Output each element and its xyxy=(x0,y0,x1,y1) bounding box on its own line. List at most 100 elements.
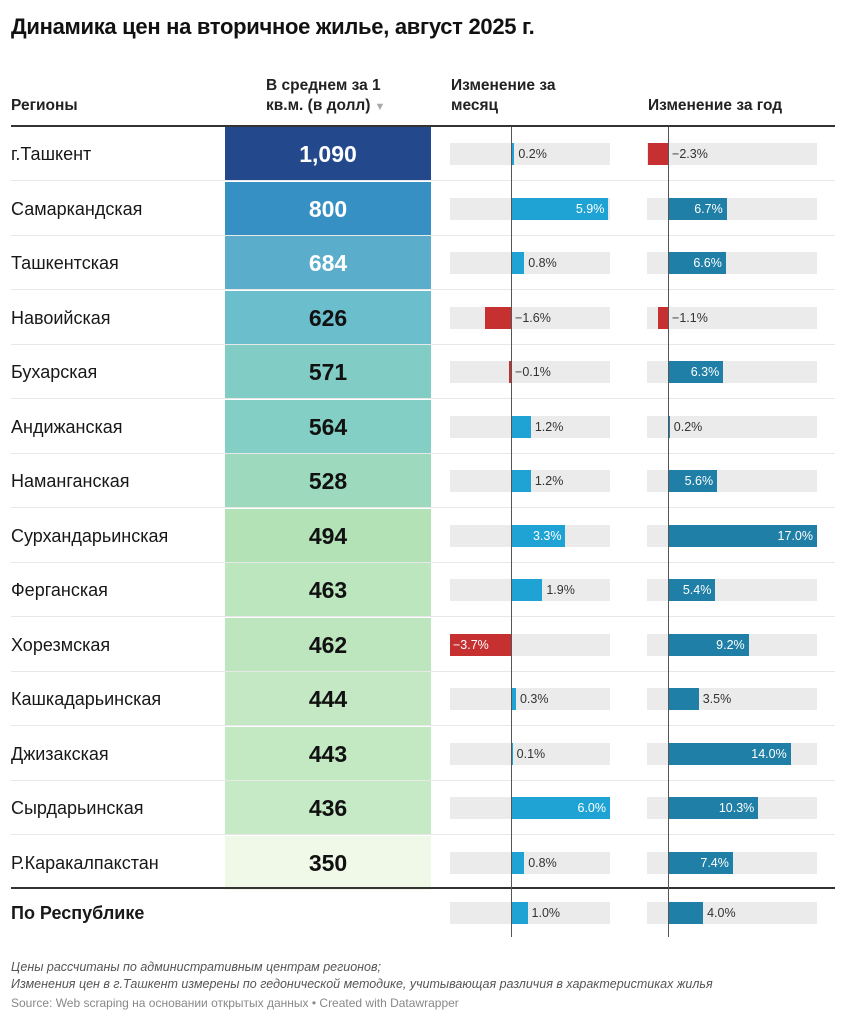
year-change-bar xyxy=(647,143,669,165)
year-change-bar xyxy=(668,742,791,765)
month-change-bar xyxy=(511,197,609,220)
price-cell: 1,090 xyxy=(225,127,431,181)
total-year-change-bar xyxy=(668,902,704,924)
region-name: Сурхандарьинская xyxy=(11,525,169,546)
month-change-bar xyxy=(511,579,543,601)
year-change-bar xyxy=(668,470,718,492)
table-row: Бухарская 571 −0.1% 6.3% xyxy=(11,345,835,399)
table-row: Сырдарьинская 436 6.0% 10.3% xyxy=(11,781,835,835)
month-change-bar xyxy=(511,851,525,874)
row-separator xyxy=(11,180,835,181)
total-month-change-bar-background xyxy=(450,902,610,924)
year-zero-line xyxy=(668,127,670,937)
total-divider xyxy=(11,887,835,889)
year-change-value-label: 6.6% xyxy=(693,256,722,270)
year-change-value-label: 6.7% xyxy=(694,201,723,216)
month-change-bar-background xyxy=(450,742,610,765)
month-change-value-label: 6.0% xyxy=(577,801,607,815)
row-separator xyxy=(11,561,835,563)
month-change-value-label: 1.2% xyxy=(534,419,564,434)
month-change-bar xyxy=(511,470,531,492)
table-row: Ташкентская 684 0.8% 6.6% xyxy=(11,236,835,290)
row-separator xyxy=(11,234,835,236)
table-row: Сурхандарьинская 494 3.3% 17.0% xyxy=(11,508,835,563)
note-line-2: Изменения цен в г.Ташкент измерены по ге… xyxy=(11,977,713,991)
year-change-bar xyxy=(668,851,733,874)
total-month-change-bar xyxy=(511,902,528,924)
region-name: Наманганская xyxy=(11,471,130,491)
table-row: Ферганская 463 1.9% 5.4% xyxy=(11,563,835,617)
year-change-bar xyxy=(668,797,759,819)
month-change-bar xyxy=(509,361,512,383)
year-change-value-label: 17.0% xyxy=(777,528,813,543)
region-name: Хорезмская xyxy=(11,634,111,655)
month-change-value-label: 1.2% xyxy=(534,474,564,488)
header-price[interactable]: В среднем за 1 кв.м. (в долл) ▼ xyxy=(266,76,385,117)
region-name: Ферганская xyxy=(11,580,108,600)
month-change-bar-background xyxy=(450,252,610,274)
note-line-1: Цены рассчитаны по административным цент… xyxy=(11,960,381,974)
row-separator xyxy=(11,725,835,726)
chart-title: Динамика цен на вторичное жилье, август … xyxy=(11,14,535,39)
month-change-value-label: 0.3% xyxy=(519,692,549,706)
month-change-value-label: 1.9% xyxy=(546,583,575,597)
year-change-bar xyxy=(668,579,716,601)
region-name: Андижанская xyxy=(11,416,123,437)
year-change-bar-background xyxy=(647,306,817,329)
region-name: Кашкадарьинская xyxy=(11,689,162,709)
region-name: Джизакская xyxy=(11,743,109,764)
price-cell: 564 xyxy=(225,399,431,454)
table-row: Андижанская 564 1.2% 0.2% xyxy=(11,399,835,454)
region-name: Р.Каракалпакстан xyxy=(11,852,159,873)
price-cell: 462 xyxy=(225,617,431,672)
row-separator xyxy=(11,834,835,835)
year-change-bar xyxy=(668,361,724,383)
year-change-value-label: 5.4% xyxy=(682,583,712,597)
year-change-value-label: 0.2% xyxy=(673,419,703,434)
year-change-bar-background xyxy=(647,143,817,165)
table-row: г.Ташкент 1,090 0.2% −2.3% xyxy=(11,127,835,181)
header-month-line1: Изменение за xyxy=(451,77,556,94)
row-separator xyxy=(11,452,835,454)
year-change-value-label: 5.6% xyxy=(684,474,714,488)
month-change-bar-background xyxy=(450,361,610,383)
table-row: Кашкадарьинская 444 0.3% 3.5% xyxy=(11,672,835,726)
month-change-value-label: −1.6% xyxy=(515,310,551,325)
price-cell: 626 xyxy=(225,290,431,345)
month-change-bar xyxy=(484,306,512,329)
month-change-bar xyxy=(511,797,610,819)
region-name: Сырдарьинская xyxy=(11,798,144,818)
price-cell: 571 xyxy=(225,345,431,399)
price-cell: 444 xyxy=(225,672,431,726)
month-change-value-label: −0.1% xyxy=(515,365,551,379)
region-name: Ташкентская xyxy=(11,253,119,273)
month-change-bar xyxy=(450,633,512,656)
year-change-bar xyxy=(668,252,726,274)
month-change-bar xyxy=(511,143,515,165)
table-row: Джизакская 443 0.1% 14.0% xyxy=(11,726,835,781)
row-separator xyxy=(11,343,835,345)
row-separator xyxy=(11,779,835,781)
row-separator xyxy=(11,289,835,290)
price-cell: 350 xyxy=(225,835,431,890)
year-change-value-label: 3.5% xyxy=(702,692,732,706)
row-separator xyxy=(11,670,835,672)
year-change-value-label: 10.3% xyxy=(718,801,755,815)
month-change-bar-background xyxy=(450,688,610,710)
sort-descending-icon[interactable]: ▼ xyxy=(374,101,386,113)
price-cell: 684 xyxy=(225,236,431,290)
price-cell: 528 xyxy=(225,454,431,508)
year-change-bar xyxy=(668,197,727,220)
header-price-line2: кв.м. (в долл) xyxy=(266,97,371,114)
price-cell: 463 xyxy=(225,563,431,617)
table-row: Самаркандская 800 5.9% 6.7% xyxy=(11,181,835,236)
header-price-line1: В среднем за 1 xyxy=(266,77,381,94)
header-month-line2: месяц xyxy=(451,97,499,114)
year-change-value-label: −2.3% xyxy=(672,147,708,161)
region-name: Самаркандская xyxy=(11,198,143,219)
header-year: Изменение за год xyxy=(648,97,783,114)
year-change-value-label: 6.3% xyxy=(690,365,720,379)
header-region: Регионы xyxy=(11,97,78,114)
month-change-bar xyxy=(511,252,525,274)
row-separator xyxy=(11,507,835,508)
